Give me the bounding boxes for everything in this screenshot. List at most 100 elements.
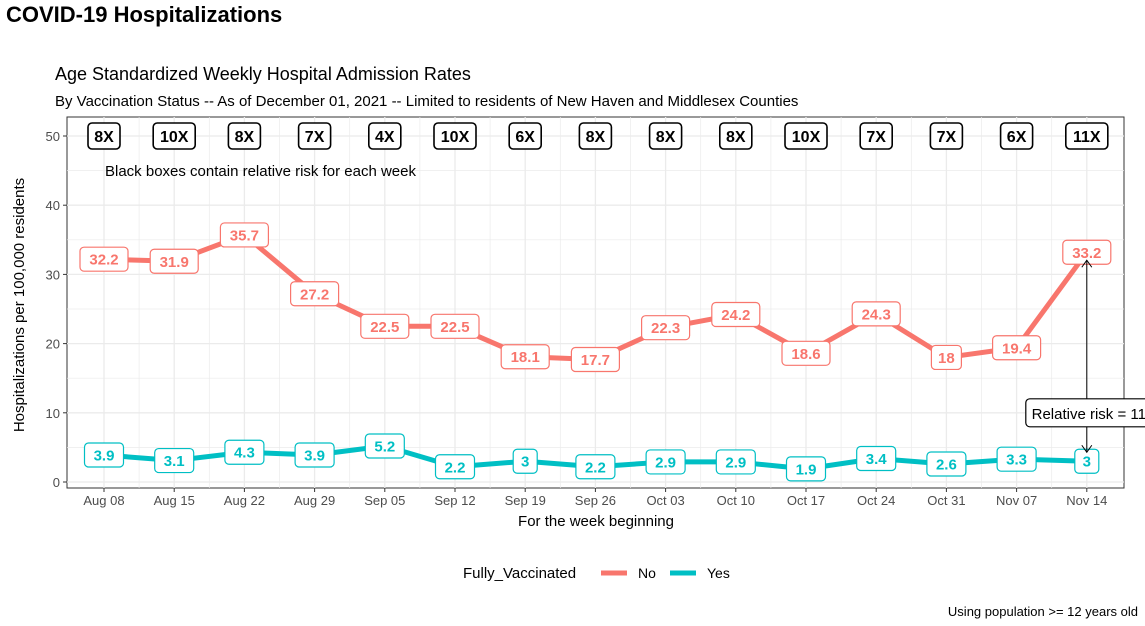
relative-risk-text: 11X [1073, 129, 1101, 146]
data-label-yes: 3.3 [996, 446, 1037, 472]
y-tick-label: 40 [46, 198, 60, 213]
arrowhead-up [1081, 259, 1093, 268]
data-label-box [926, 451, 967, 477]
data-label-yes: 5.2 [364, 433, 405, 459]
data-label-box [781, 340, 831, 366]
data-label-text: 22.3 [651, 320, 680, 337]
data-label-box [154, 447, 195, 474]
data-label-box [570, 346, 621, 373]
data-label-text: 2.2 [585, 459, 606, 476]
data-label-no: 27.2 [290, 281, 340, 307]
data-label-no: 32.2 [79, 246, 129, 272]
x-tick-label: Oct 10 [717, 493, 755, 508]
series: 32.2 31.935.727.222.5 22.518.1 17.722.324.2… [79, 222, 1112, 482]
relative-risk-box-rect [999, 122, 1034, 150]
relative-risk-box-rect [297, 122, 332, 150]
x-tick-label: Aug 08 [83, 493, 124, 508]
relative-risk-box-rect [718, 122, 753, 150]
data-label-box [930, 344, 963, 371]
relative-risk-text: 7X [305, 129, 325, 146]
black-box-note: Black boxes contain relative risk for ea… [105, 163, 416, 180]
relative-risk-box-rect [227, 122, 262, 150]
data-label-text: 33.2 [1072, 245, 1101, 262]
x-tick-label: Nov 07 [996, 493, 1037, 508]
data-label-no: 24.2 [711, 301, 761, 328]
data-label-text: 3.9 [304, 448, 325, 465]
relative-risk-box: 10X [433, 122, 477, 150]
relative-risk-label: Relative risk = 11 [1025, 398, 1145, 428]
relative-risk-box: 4X [367, 122, 402, 150]
relative-risk-text: 10X [160, 129, 189, 146]
relative-risk-text: 8X [656, 129, 676, 146]
data-label-yes: 2.2 [434, 454, 476, 480]
relative-risk-box: 8X [87, 122, 121, 150]
data-label-text: 18.1 [511, 349, 540, 366]
relative-risk-text: 4X [375, 129, 395, 146]
data-label-yes: 3.9 [83, 442, 125, 468]
data-label-no: 18.1 [500, 344, 550, 370]
data-label-text: 3 [521, 454, 529, 471]
x-tick-label: Sep 12 [434, 493, 475, 508]
y-tick-label: 0 [53, 475, 60, 490]
relative-risk-annotation: Relative risk = 11 [1025, 259, 1145, 454]
relative-risk-box: 7X [297, 122, 332, 150]
data-label-box [294, 442, 335, 468]
relative-risk-box-rect [859, 122, 894, 150]
relative-risk-box-rect [152, 122, 196, 150]
data-label-text: 3.1 [164, 453, 185, 470]
y-tick-label: 50 [46, 129, 60, 144]
data-label-yes: 2.2 [575, 454, 616, 480]
relative-risk-label-text: Relative risk = 11 [1032, 406, 1145, 423]
relative-risk-label-box [1025, 398, 1145, 428]
data-label-box [512, 448, 538, 474]
relative-risk-box: 11X [1065, 122, 1109, 150]
legend-label-no: No [638, 565, 656, 581]
x-tick-label: Oct 17 [787, 493, 825, 508]
data-label-box [715, 449, 756, 475]
data-label-box [430, 313, 480, 339]
legend-title: Fully_Vaccinated [463, 565, 576, 582]
data-label-text: 2.9 [725, 454, 746, 471]
data-label-text: 35.7 [230, 227, 259, 244]
data-label-no: 18.6 [781, 340, 831, 366]
data-label-no: 22.5 [360, 313, 410, 339]
data-label-box [851, 301, 901, 327]
chart-subtitle: By Vaccination Status -- As of December … [55, 93, 798, 110]
data-label-box [219, 222, 269, 248]
data-label-no: 31.9 [149, 248, 199, 274]
relative-risk-box-rect [648, 122, 683, 150]
relative-risk-box-rect [433, 122, 477, 150]
legend: Fully_Vaccinated No Yes [463, 565, 730, 582]
relative-risk-box-rect [87, 122, 121, 150]
relative-risk-box-rect [367, 122, 402, 150]
arrowhead-down [1081, 444, 1093, 454]
x-tick-label: Oct 31 [927, 493, 965, 508]
data-label-yes: 3.4 [856, 445, 897, 472]
data-label-no: 22.3 [640, 315, 691, 341]
data-label-yes: 2.6 [926, 451, 967, 477]
x-tick-label: Nov 14 [1066, 493, 1107, 508]
relative-risk-text: 8X [94, 129, 114, 146]
x-tick-label: Sep 26 [575, 493, 616, 508]
data-label-box [575, 454, 616, 480]
data-label-yes: 2.9 [645, 449, 686, 475]
y-axis: 0 10 20 30 40 50 [46, 129, 67, 490]
relative-risk-box: 8X [648, 122, 683, 150]
data-label-text: 22.5 [370, 319, 399, 336]
data-label-text: 18 [938, 350, 955, 367]
data-label-box [224, 439, 265, 465]
data-label-yes: 3.9 [294, 442, 335, 468]
data-label-box [991, 335, 1042, 361]
relative-risk-box: 10X [784, 122, 828, 150]
data-label-no: 33.2 [1062, 239, 1112, 265]
data-label-text: 1.9 [796, 461, 817, 478]
data-label-text: 4.3 [234, 445, 255, 462]
data-label-yes: 3 [512, 448, 538, 474]
data-label-text: 27.2 [300, 286, 329, 303]
page-title: COVID-19 Hospitalizations [6, 2, 283, 27]
chart-title: Age Standardized Weekly Hospital Admissi… [55, 64, 471, 84]
relative-risk-box: 10X [152, 122, 196, 150]
relative-risk-text: 6X [515, 129, 535, 146]
data-label-no: 17.7 [570, 346, 621, 373]
x-tick-label: Aug 29 [294, 493, 335, 508]
